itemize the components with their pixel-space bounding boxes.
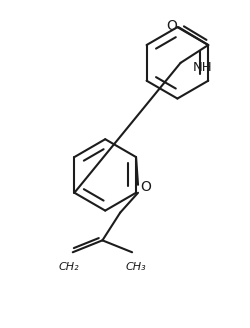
Text: NH: NH [192,61,212,74]
Text: O: O [140,180,151,194]
Text: O: O [166,19,177,33]
Text: CH₃: CH₃ [126,262,146,272]
Text: CH₂: CH₂ [58,262,79,272]
